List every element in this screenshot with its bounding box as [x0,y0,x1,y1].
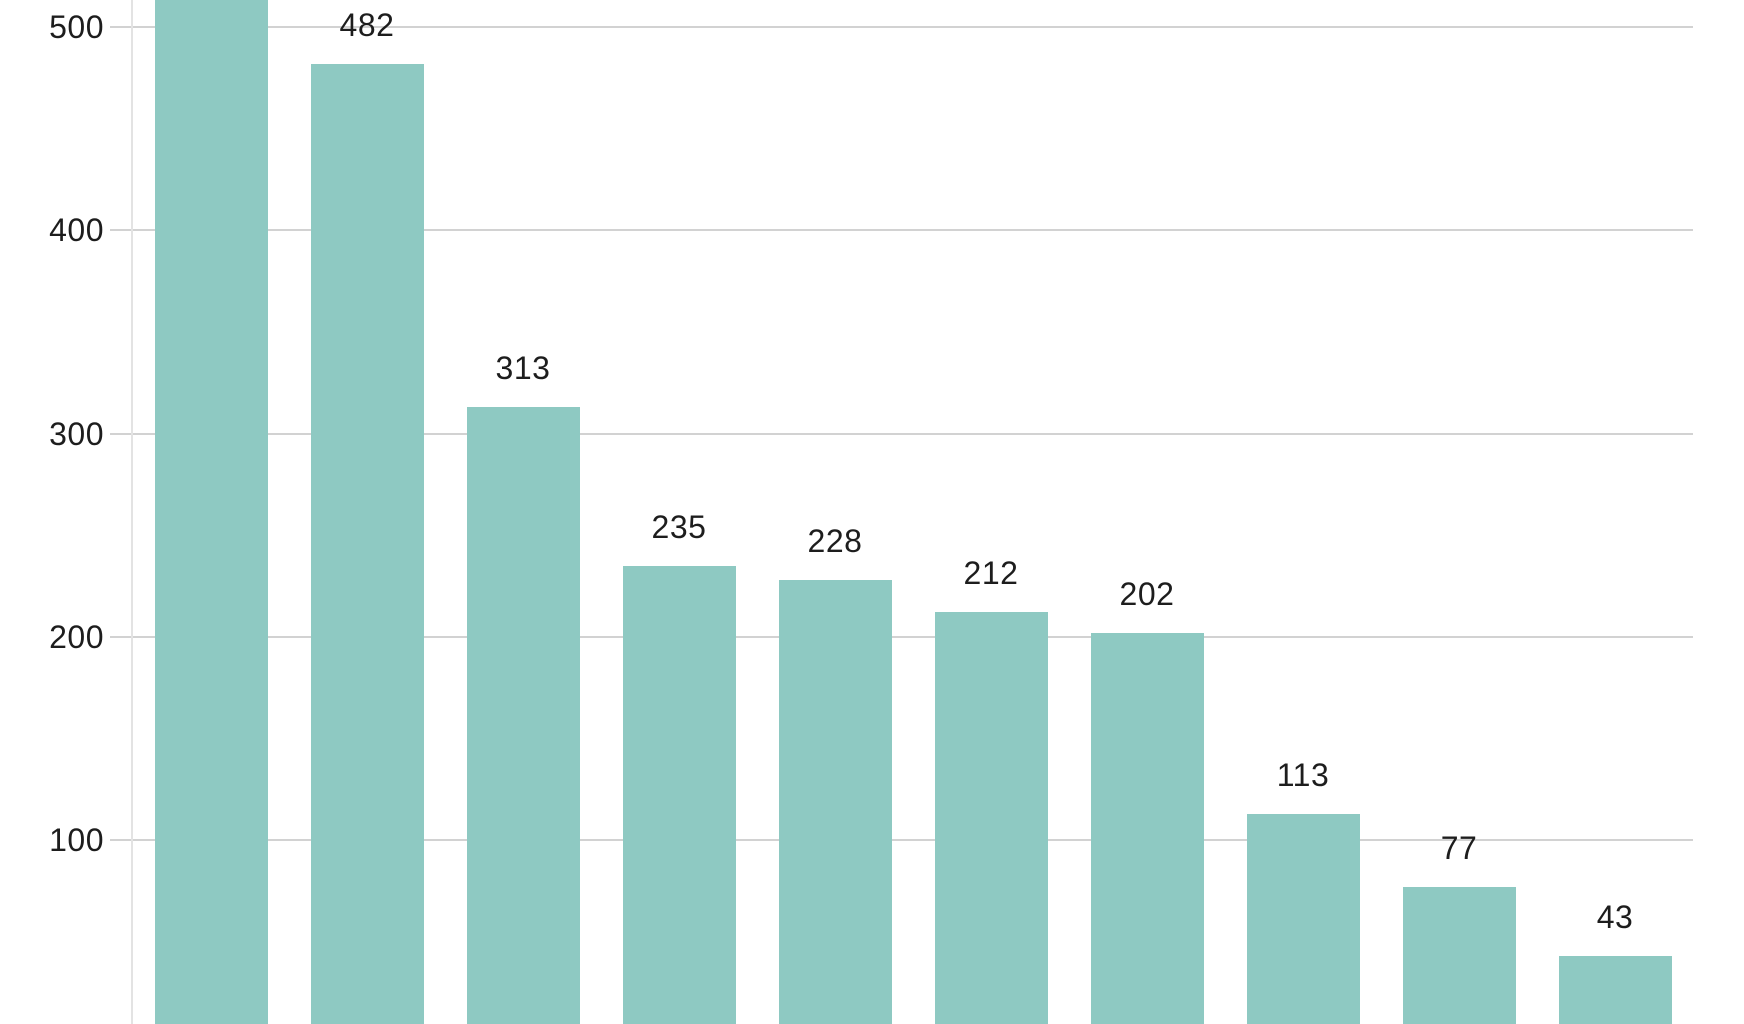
y-axis-tick-label: 400 [49,212,104,249]
bar-value-label: 482 [339,6,395,43]
y-axis-tick-label: 500 [49,9,104,45]
bar [1402,886,1516,1024]
y-axis-tick-label: 200 [49,618,104,655]
gridline [110,635,1693,638]
gridline [110,432,1693,435]
bar [154,0,268,1024]
bar-value-label: 235 [651,508,707,545]
y-axis-line [131,0,133,1024]
y-axis-tick-label: 300 [49,415,104,452]
bar-value-label: 77 [1440,829,1478,866]
gridline [110,229,1693,232]
y-axis-tick-label: 100 [49,822,104,858]
bar [1246,813,1360,1024]
bar-value-label: 202 [1119,575,1175,612]
bar [310,63,424,1024]
gridline [110,26,1693,28]
bar-value-label: 43 [1596,898,1634,935]
bar-value-label: 313 [495,350,551,387]
bar [778,579,892,1024]
bar [1090,632,1204,1024]
gridline [110,839,1693,841]
bar-value-label: 228 [807,522,863,559]
bar [934,612,1048,1024]
bar-value-label: 212 [963,555,1019,592]
bar-value-label: 113 [1276,756,1330,793]
bar [622,565,736,1024]
bar [1558,955,1672,1024]
bar [466,407,580,1024]
